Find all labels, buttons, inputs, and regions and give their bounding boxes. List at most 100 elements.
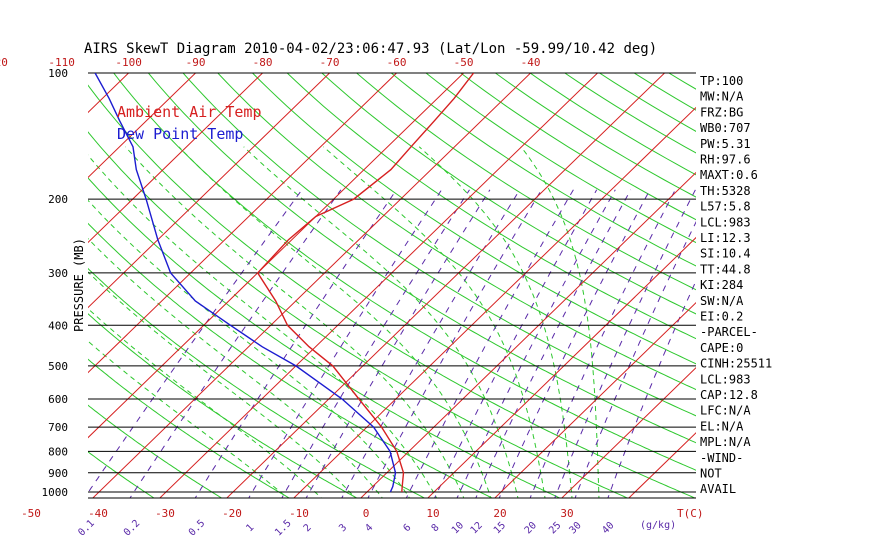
mixing-ratio-label: 10 (450, 520, 466, 536)
indices-panel: TP:100MW:N/AFRZ:BGWB0:707PW:5.31RH:97.6M… (700, 74, 772, 496)
index-item: AVAIL (700, 482, 736, 496)
isotherm (88, 73, 465, 439)
index-item: CAPE:0 (700, 341, 743, 355)
bottom-temp-label: 20 (493, 507, 506, 520)
mixing-ratio-label: 40 (600, 520, 616, 536)
mixing-ratio-label: 20 (523, 520, 539, 536)
mixing-ratio-line (498, 189, 651, 498)
index-item: FRZ:BG (700, 105, 743, 119)
mixing-ratio-line (281, 189, 470, 498)
index-item: NOT (700, 467, 722, 481)
pressure-label: 500 (48, 360, 68, 373)
dry-adiabat (88, 358, 291, 498)
mixing-ratio-label: 0.5 (187, 518, 208, 539)
dry-adiabat (355, 73, 696, 291)
dry-adiabat (251, 73, 696, 365)
index-item: LCL:983 (700, 215, 751, 229)
index-item: EI:0.2 (700, 310, 743, 324)
pressure-label: 1000 (42, 486, 69, 499)
pressure-labels: 100 200 300 400 500 600 700 800 900 1000 (42, 67, 69, 499)
mixing-ratio-labels: 0.1 0.2 0.5 1 1.5 2 3 4 6 8 10 12 15 20 25 30 40 (g/kg) (76, 518, 676, 539)
dry-adiabat (88, 131, 629, 498)
dry-adiabat (147, 73, 696, 444)
index-item: MAXT:0.6 (700, 168, 758, 182)
dry-adiabat (88, 177, 561, 498)
mixing-ratio-line (529, 189, 676, 498)
isotherm (561, 367, 696, 498)
top-temp-label: -110 (48, 56, 75, 69)
index-item: TH:5328 (700, 184, 751, 198)
isotherm (226, 73, 666, 498)
top-temp-label: -50 (454, 56, 474, 69)
index-item: LI:12.3 (700, 231, 751, 245)
dry-adiabat (286, 73, 696, 340)
mixing-ratio-unit: (g/kg) (640, 520, 676, 531)
mixing-ratio-label: 1 (244, 522, 256, 534)
mixing-ratio-line (405, 189, 574, 498)
isotherm (293, 106, 696, 498)
bottom-temp-label: 0 (363, 507, 370, 520)
bottom-temp-label: -10 (289, 507, 309, 520)
top-temp-label: -60 (387, 56, 407, 69)
dry-adiabat (390, 73, 696, 267)
isotherm (427, 236, 696, 498)
pressure-label: 300 (48, 267, 68, 280)
top-temp-labels: -120 -110 -100 -90 -80 -70 -60 -50 -40 (0, 56, 541, 69)
moist-adiabat (125, 146, 465, 498)
isotherm (0, 64, 71, 501)
dry-adiabat (217, 73, 696, 391)
mixing-ratio-line (248, 189, 443, 498)
mixing-ratio-label: 4 (363, 522, 375, 534)
mixing-ratio-label: 2 (302, 522, 314, 534)
mixing-ratio-label: 1.5 (273, 518, 294, 539)
dry-adiabat (182, 73, 696, 417)
index-item: PW:5.31 (700, 137, 751, 151)
top-temp-label: -80 (253, 56, 273, 69)
index-item: EL:N/A (700, 419, 744, 433)
pressure-label: 400 (48, 319, 68, 332)
dry-adiabat (88, 222, 494, 498)
mixing-ratio-line (456, 189, 616, 498)
mixing-ratio-label: 8 (430, 522, 442, 534)
mixing-ratio-label: 15 (492, 520, 508, 536)
dry-adiabat (88, 267, 426, 498)
index-item: LFC:N/A (700, 404, 751, 418)
index-item: MW:N/A (700, 90, 744, 104)
mixing-ratio-line (88, 189, 303, 494)
dry-adiabat (459, 73, 696, 221)
bottom-temp-label: -50 (21, 507, 41, 520)
dry-adiabat (88, 451, 155, 498)
isobar-lines (88, 72, 696, 499)
dry-adiabat (756, 64, 870, 501)
mixing-ratio-line (434, 189, 598, 498)
mixing-ratio-line (129, 189, 342, 498)
mixing-ratio-line (475, 189, 632, 498)
mixing-ratio-label: 6 (402, 522, 414, 534)
moist-adiabat (418, 146, 573, 498)
top-temp-label: -70 (320, 56, 340, 69)
legend-dew-point-temp: Dew Point Temp (117, 125, 243, 143)
legend-ambient-air-temp: Ambient Air Temp (117, 103, 262, 121)
dry-adiabat (88, 404, 223, 498)
index-item: TT:44.8 (700, 262, 751, 276)
top-temp-label: -40 (521, 56, 541, 69)
index-item: WB0:707 (700, 121, 751, 135)
mixing-ratio-line (574, 220, 696, 498)
index-item: L57:5.8 (700, 200, 751, 214)
isotherm (760, 64, 870, 501)
mixing-ratio-line (341, 189, 521, 498)
mixing-ratio-label: 3 (337, 522, 349, 534)
mixing-ratio-line (194, 189, 397, 498)
chart-title: AIRS SkewT Diagram 2010-04-02/23:06:47.9… (84, 41, 657, 57)
index-item: KI:284 (700, 278, 743, 292)
index-item: TP:100 (700, 74, 743, 88)
isotherm (159, 73, 599, 498)
mixing-ratio-line (367, 189, 542, 498)
isotherm (88, 73, 197, 179)
index-item: CINH:25511 (700, 357, 772, 371)
isotherm (494, 301, 696, 498)
mixing-ratio-label: 0.2 (122, 518, 143, 539)
isotherm (88, 73, 264, 244)
pressure-label: 900 (48, 467, 68, 480)
